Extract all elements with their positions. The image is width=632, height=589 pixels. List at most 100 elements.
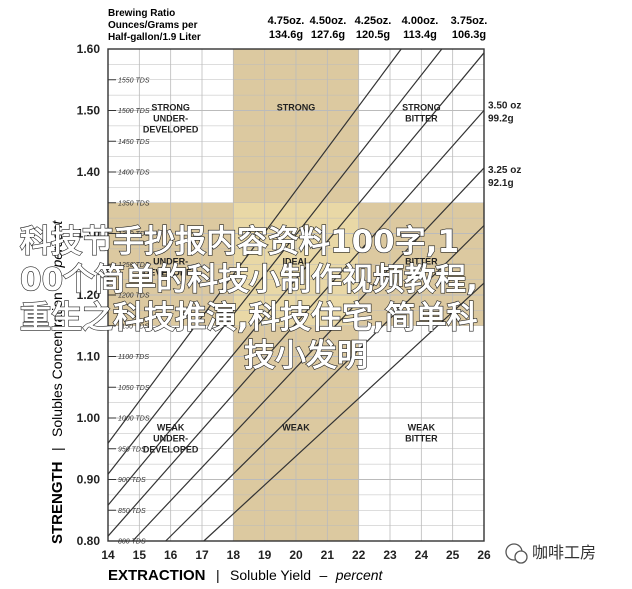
zone-label: WEAK [282,422,310,432]
x-axis-label: EXTRACTION | Soluble Yield – percent [108,567,384,584]
tds-label: 900 TDS [118,477,146,484]
y-tick-label: 1.30 [77,227,101,241]
x-axis-label-italic: percent [335,567,384,583]
ratio-line [107,48,443,475]
header-title: Brewing Ratio [108,8,175,19]
overlay-line: 重生之科技推演,科技住宅,简单科 [20,300,478,336]
y-axis-label-dash: – [49,276,65,284]
zone-label: DEVELOPED [143,267,199,277]
zone-label: STRONG [402,103,441,113]
header-col-oz: 4.25oz. [355,15,392,27]
tds-label: 800 TDS [118,539,146,546]
y-axis-label-normal: Solubles Concentration [49,292,65,437]
zone-label: UNDER- [153,114,188,124]
tds-label: 1100 TDS [118,354,149,361]
right-ratio-labels: 3.50 oz 99.2g 3.25 oz 92.1g [488,101,521,190]
x-tick-label: 14 [101,548,115,562]
ratio-lines [107,48,485,542]
x-tick-label: 26 [477,548,491,562]
x-tick-label: 18 [227,548,241,562]
ratio-line [132,167,485,542]
zone-label: DEVELOPED [143,444,199,454]
header-col-g: 134.6g [269,29,303,41]
overlay-line: 00个简单的科技小制作视频教程, [20,262,478,298]
zone-label: BITTER [405,114,438,124]
y-tick-label: 1.00 [77,411,101,425]
x-tick-label: 17 [195,548,209,562]
tds-label: 1300 TDS [118,231,150,238]
tds-label: 1550 TDS [118,77,150,84]
y-axis-label-sep: | [49,447,65,451]
ratio-line [165,225,485,542]
chart-header: Brewing Ratio Ounces/Grams per Half-gall… [108,8,487,43]
tds-label: 1350 TDS [118,200,150,207]
y-axis-label: STRENGTH | Solubles Concentration – perc… [49,220,66,544]
chart-grid [107,48,485,542]
y-axis-label-bold: STRENGTH [49,462,66,545]
zone-label: UNDER- [153,433,188,443]
tds-label: 950 TDS [118,446,146,453]
zone-label: WEAK [157,422,185,432]
header-col-oz: 4.00oz. [402,15,439,27]
header-col-g: 106.3g [452,29,486,41]
header-row1-label: Ounces/Grams per [108,20,198,31]
zone-label: DEVELOPED [143,125,199,135]
x-tick-label: 20 [289,548,303,562]
watermark-text: 咖啡工房 [532,543,596,562]
tds-label: 1000 TDS [118,416,150,423]
tds-labels: 1550 TDS 1500 TDS 1450 TDS 1400 TDS 1350 TDS… [108,77,150,546]
y-axis-label-italic: percent [49,220,65,269]
x-tick-label: 25 [446,548,460,562]
x-axis-label-sep: | [216,567,220,583]
tds-label: 1500 TDS [118,108,150,115]
zone-label: STRONG [277,103,316,113]
y-tick-label: 1.10 [77,350,101,364]
watermark: 咖啡工房 [505,543,596,564]
header-row2-label: Half-gallon/1.9 Liter [108,32,201,43]
x-tick-label: 24 [415,548,429,562]
header-col-oz: 3.75oz. [451,15,488,27]
overlay-caption: 科技节手抄报内容资料100字,1 00个简单的科技小制作视频教程, 重生之科技推… [19,223,478,374]
zone-label: IDEAL [283,256,311,266]
ratio-line [107,48,402,444]
overlay-line: 技小发明 [244,338,368,374]
zone-label: STRONG [151,103,190,113]
y-tick-label: 1.40 [77,165,101,179]
y-tick-label: 1.20 [77,288,101,302]
header-col-g: 113.4g [403,29,437,41]
tds-label: 850 TDS [118,508,146,515]
tds-label: 1200 TDS [118,293,150,300]
tds-label: 1050 TDS [118,385,150,392]
zone-label: BITTER [405,256,438,266]
y-tick-label: 0.90 [77,473,101,487]
y-tick-labels: 0.80 0.90 1.00 1.10 1.20 1.30 1.40 1.50 1.60 [77,42,101,548]
x-axis-label-normal: Soluble Yield [230,567,311,583]
y-tick-label: 1.60 [77,42,101,56]
zone-label: BITTER [405,433,438,443]
right-ratio-g: 92.1g [488,178,514,189]
y-tick-label: 1.50 [77,104,101,118]
header-col-g: 127.6g [311,29,345,41]
x-axis-label-dash: – [319,567,327,583]
tds-label: 1150 TDS [118,323,149,330]
tds-label: 1250 TDS [118,262,150,269]
header-col-g: 120.5g [356,29,390,41]
x-tick-label: 21 [321,548,335,562]
x-tick-label: 15 [133,548,147,562]
x-tick-labels: 14 15 16 17 18 19 20 21 22 23 24 25 26 [101,548,491,562]
x-axis-label-bold: EXTRACTION [108,567,206,584]
x-tick-label: 19 [258,548,272,562]
right-ratio-g: 99.2g [488,114,514,125]
wechat-icon-bubble [514,550,528,564]
right-ratio-oz: 3.25 oz [488,165,521,176]
overlay-line: 科技节手抄报内容资料100字,1 [20,224,459,260]
tds-label: 1450 TDS [118,139,150,146]
header-col-oz: 4.75oz. [268,15,305,27]
header-col-oz: 4.50oz. [310,15,347,27]
ratio-line [203,282,485,542]
y-tick-label: 0.80 [77,534,101,548]
ratio-line [107,52,485,506]
